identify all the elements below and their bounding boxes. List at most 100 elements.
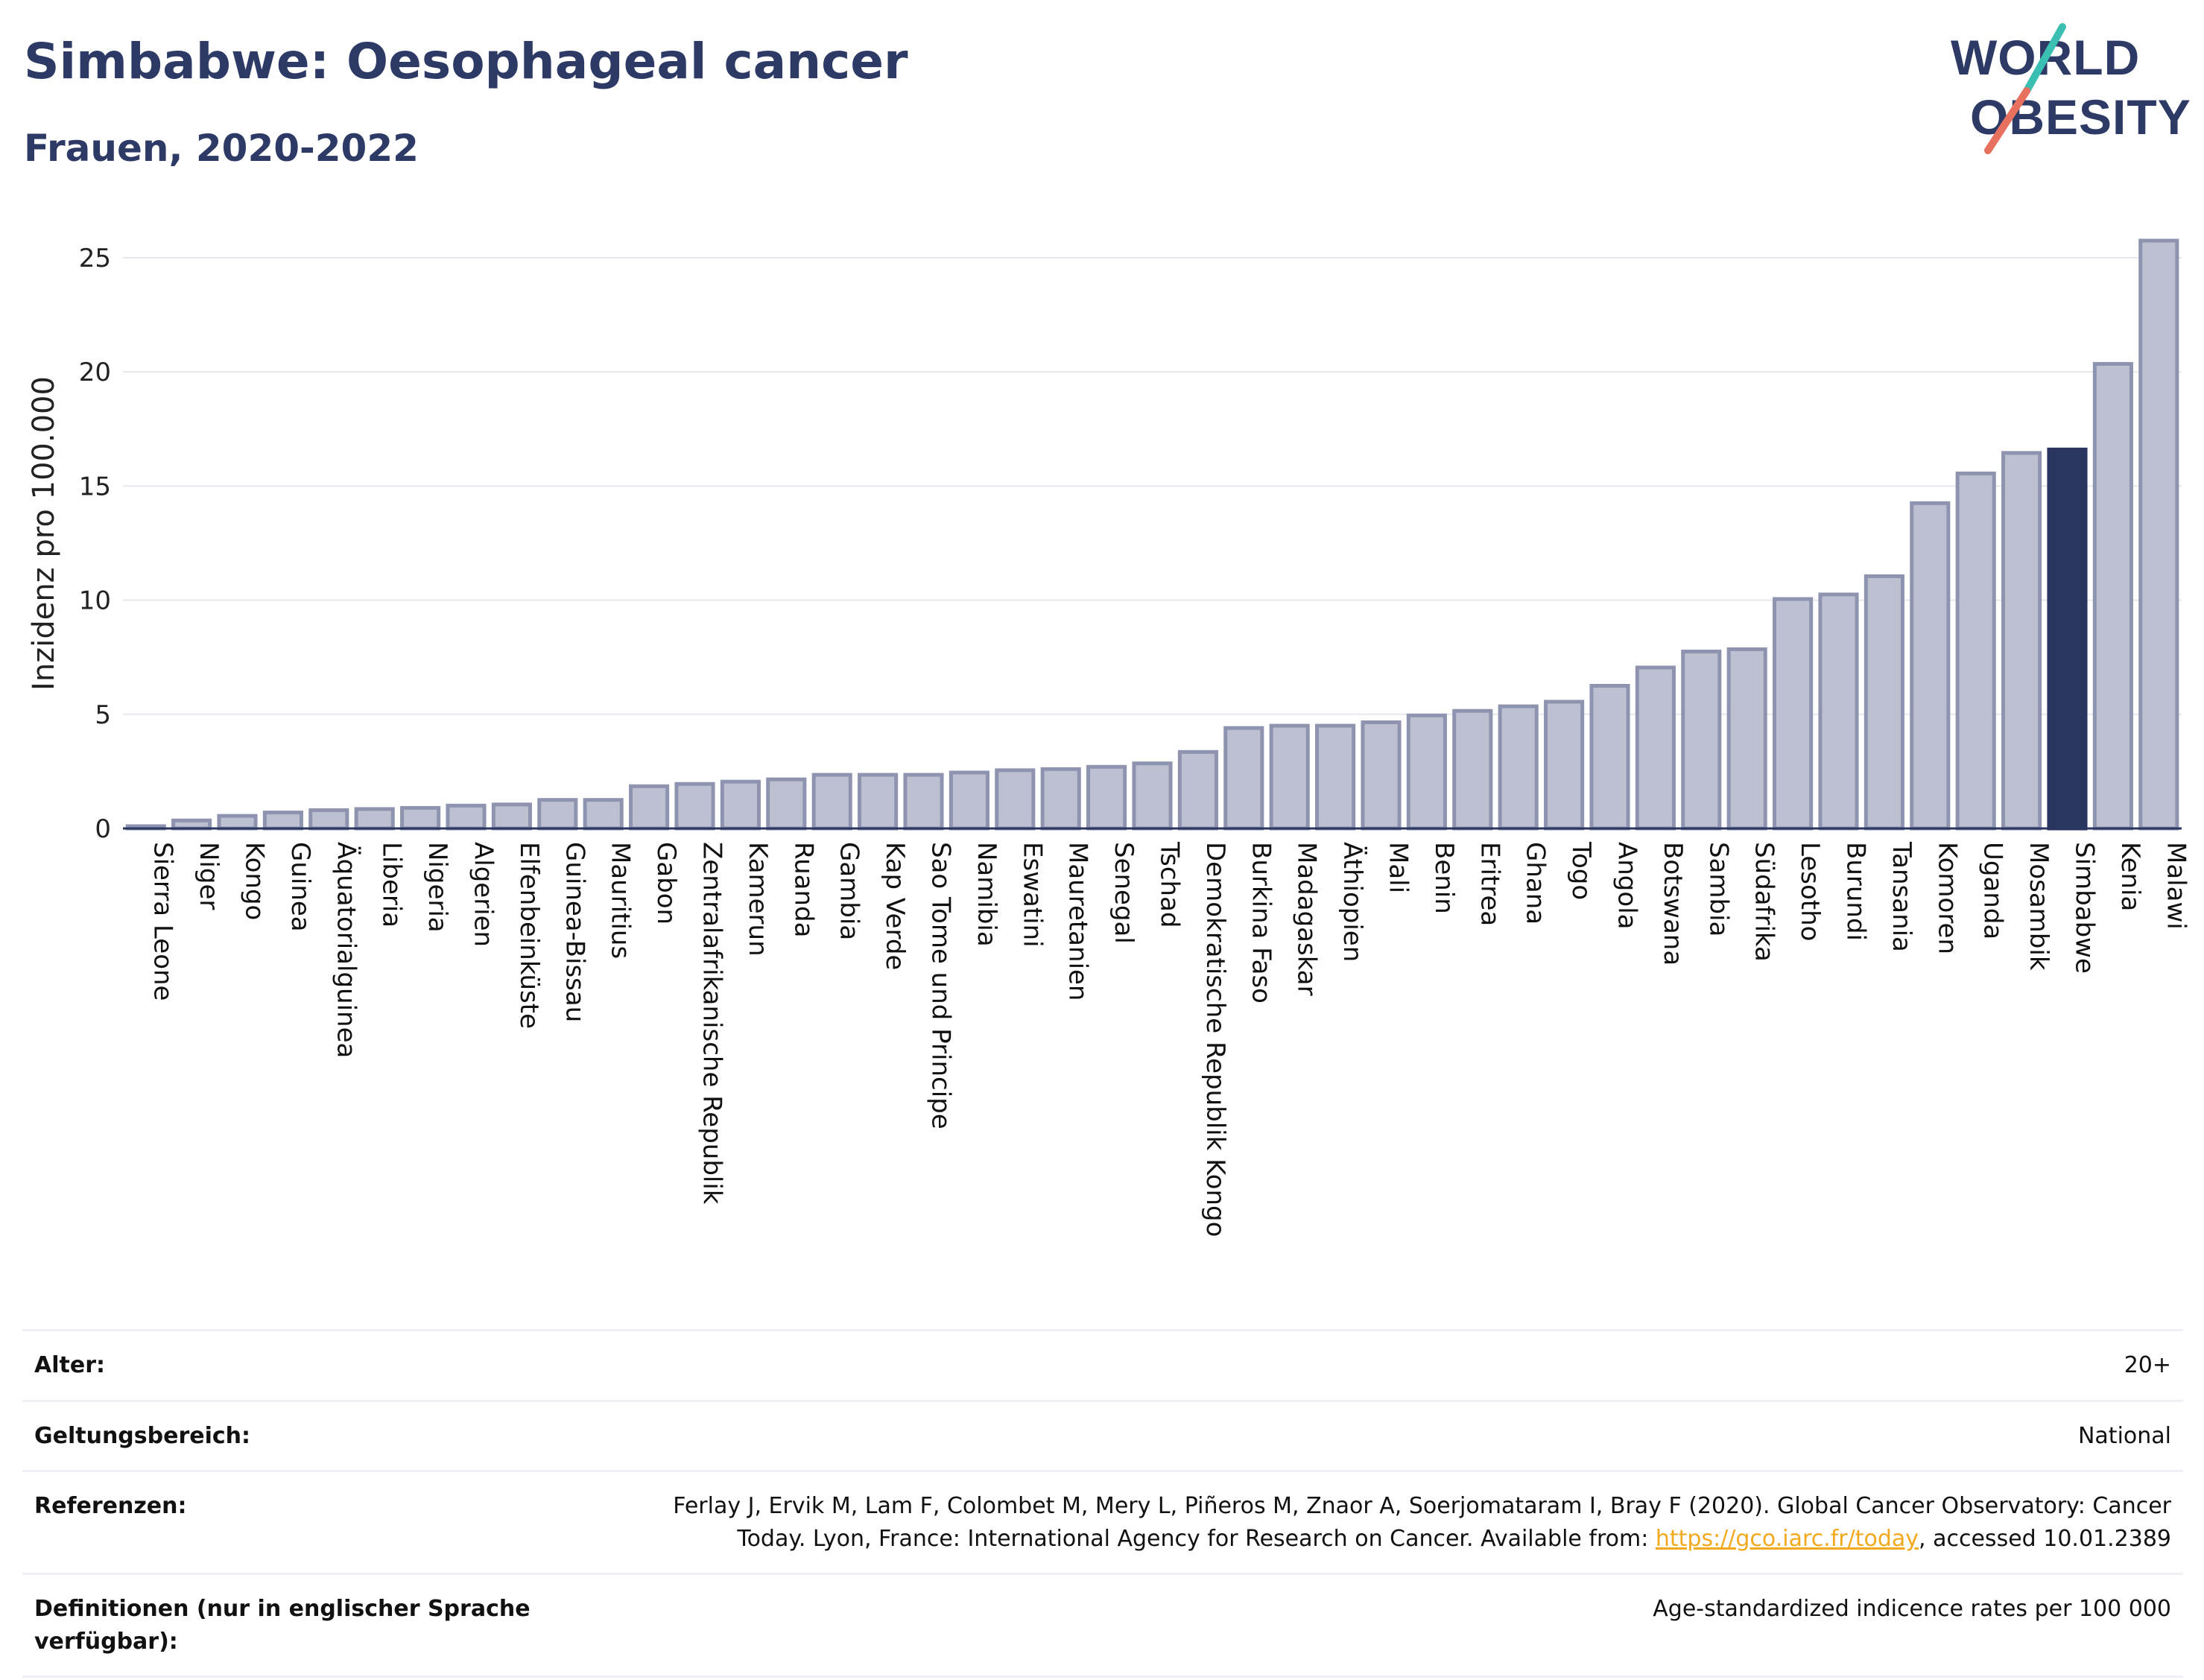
bar	[354, 807, 395, 831]
y-tick-label: 15	[79, 472, 111, 501]
bar	[583, 798, 624, 831]
x-tick-label: Äquatorialguinea	[331, 842, 361, 1058]
x-tick-label: Demokratische Republik Kongo	[1200, 842, 1230, 1237]
references-line2-post: , accessed 10.01.2389	[1919, 1525, 2171, 1552]
x-tick-label: Sao Tome und Principe	[926, 842, 956, 1129]
y-tick-label: 25	[79, 244, 111, 273]
references-label: Referenzen:	[34, 1493, 187, 1519]
bar	[1315, 723, 1356, 831]
x-tick-label: Mauretanien	[1063, 842, 1093, 1001]
bar-chart: 0 5 10 15 20 25 Sierra Leone Niger Kongo Guinea Ä…	[27, 238, 2191, 1237]
info-row-definitions: Definitionen (nur in englischer Sprache …	[22, 1573, 2183, 1677]
info-row-references: Referenzen: Ferlay J, Ervik M, Lam F, Co…	[22, 1471, 2183, 1574]
x-tick-label: Eswatini	[1017, 842, 1047, 948]
logo-slash-top	[2023, 23, 2066, 95]
references-value: Ferlay J, Ervik M, Lam F, Colombet M, Me…	[583, 1471, 2183, 1574]
x-tick-label: Kap Verde	[880, 842, 910, 970]
world-obesity-logo: WORLD OBESITY	[1951, 23, 2191, 154]
x-tick-label: Sierra Leone	[148, 842, 178, 1001]
bar	[766, 777, 807, 831]
bar	[1223, 726, 1264, 831]
x-tick-label: Mosambik	[2024, 842, 2053, 971]
x-tick-label: Zentralafrikanische Republik	[697, 842, 727, 1205]
bar	[811, 773, 852, 831]
references-line2-pre: Today. Lyon, France: International Agenc…	[737, 1525, 1656, 1552]
x-tick-label: Elfenbeinküste	[514, 842, 544, 1029]
bar	[1452, 709, 1493, 831]
x-tick-label: Gabon	[651, 842, 681, 925]
x-tick-label: Malawi	[2161, 842, 2191, 930]
x-tick-label: Niger	[194, 842, 224, 910]
bar	[1361, 720, 1402, 831]
x-tick-label: Kongo	[240, 842, 270, 920]
x-tick-label: Uganda	[1978, 842, 2008, 939]
x-tick-label: Südafrika	[1749, 842, 1779, 962]
x-tick-label: Kenia	[2115, 842, 2145, 911]
bar	[400, 805, 441, 831]
references-link[interactable]: https://gco.iarc.fr/today	[1655, 1525, 1919, 1552]
bar	[1818, 592, 1859, 831]
bar	[1406, 713, 1447, 831]
x-tick-label: Gambia	[835, 842, 864, 940]
bar	[674, 782, 715, 831]
age-label: Alter:	[34, 1352, 105, 1378]
x-tick-label: Kamerun	[743, 842, 773, 957]
x-tick-label: Tansania	[1887, 841, 1916, 952]
bar	[1589, 683, 1630, 831]
chart-subtitle: Frauen, 2020-2022	[24, 127, 419, 170]
bar	[262, 811, 303, 831]
bar	[1955, 472, 1996, 831]
bar	[308, 808, 349, 831]
logo-text-obesity: OBESITY	[1970, 89, 2191, 145]
x-tick-label: Burkina Faso	[1246, 842, 1276, 1004]
y-tick-label: 5	[95, 700, 111, 730]
bar	[949, 770, 989, 831]
x-tick-label: Angola	[1612, 842, 1642, 929]
x-tick-label: Mali	[1384, 842, 1413, 893]
x-tick-label: Eritrea	[1475, 842, 1504, 926]
x-tick-label: Äthiopien	[1337, 842, 1367, 962]
bar	[1040, 767, 1081, 831]
bar	[2138, 238, 2179, 831]
scope-value: National	[2077, 1422, 2171, 1449]
bar	[446, 803, 487, 831]
x-tick-label: Simbabwe	[2070, 842, 2100, 974]
bar	[1132, 761, 1173, 831]
y-axis-title: Inzidenz pro 100.000	[27, 376, 61, 691]
bar	[1910, 501, 1951, 831]
bar	[1086, 764, 1127, 831]
bar	[2001, 451, 2042, 831]
x-tick-label: Ghana	[1521, 842, 1551, 925]
x-tick-label: Liberia	[377, 842, 407, 928]
bar-highlight	[2047, 447, 2088, 831]
x-tick-label: Sambia	[1703, 842, 1733, 936]
bar	[1863, 574, 1904, 831]
info-table: Alter: 20+ Geltungsbereich: National Ref…	[22, 1329, 2183, 1678]
x-tick-label: Senegal	[1109, 842, 1139, 944]
age-value: 20+	[2124, 1352, 2171, 1378]
x-tick-label: Guinea	[285, 842, 315, 932]
y-tick-label: 0	[95, 814, 111, 844]
bar	[537, 798, 578, 831]
bar	[1269, 723, 1310, 831]
y-axis-ticks: 0 5 10 15 20 25	[79, 244, 111, 844]
x-tick-label: Algerien	[469, 842, 498, 947]
x-tick-label: Burundi	[1841, 842, 1871, 941]
definitions-value: Age-standardized indicence rates per 100…	[1653, 1596, 2171, 1622]
bar	[858, 773, 899, 831]
x-tick-label: Nigeria	[422, 842, 452, 933]
x-tick-label: Ruanda	[788, 842, 818, 937]
bar	[629, 784, 670, 831]
definitions-label: Definitionen (nur in englischer Sprache …	[34, 1596, 531, 1655]
bar	[171, 818, 212, 831]
y-tick-label: 20	[79, 358, 111, 387]
bar	[2092, 361, 2133, 831]
x-tick-label: Botswana	[1658, 842, 1688, 966]
info-row-age: Alter: 20+	[22, 1330, 2183, 1401]
x-axis-labels: Sierra Leone Niger Kongo Guinea Äquatorialgu…	[148, 841, 2191, 1237]
y-tick-label: 10	[79, 586, 111, 616]
x-tick-label: Namibia	[972, 842, 1001, 947]
bar	[1681, 650, 1722, 831]
bar	[1498, 704, 1539, 831]
references-line1: Ferlay J, Ervik M, Lam F, Colombet M, Me…	[673, 1493, 2171, 1519]
